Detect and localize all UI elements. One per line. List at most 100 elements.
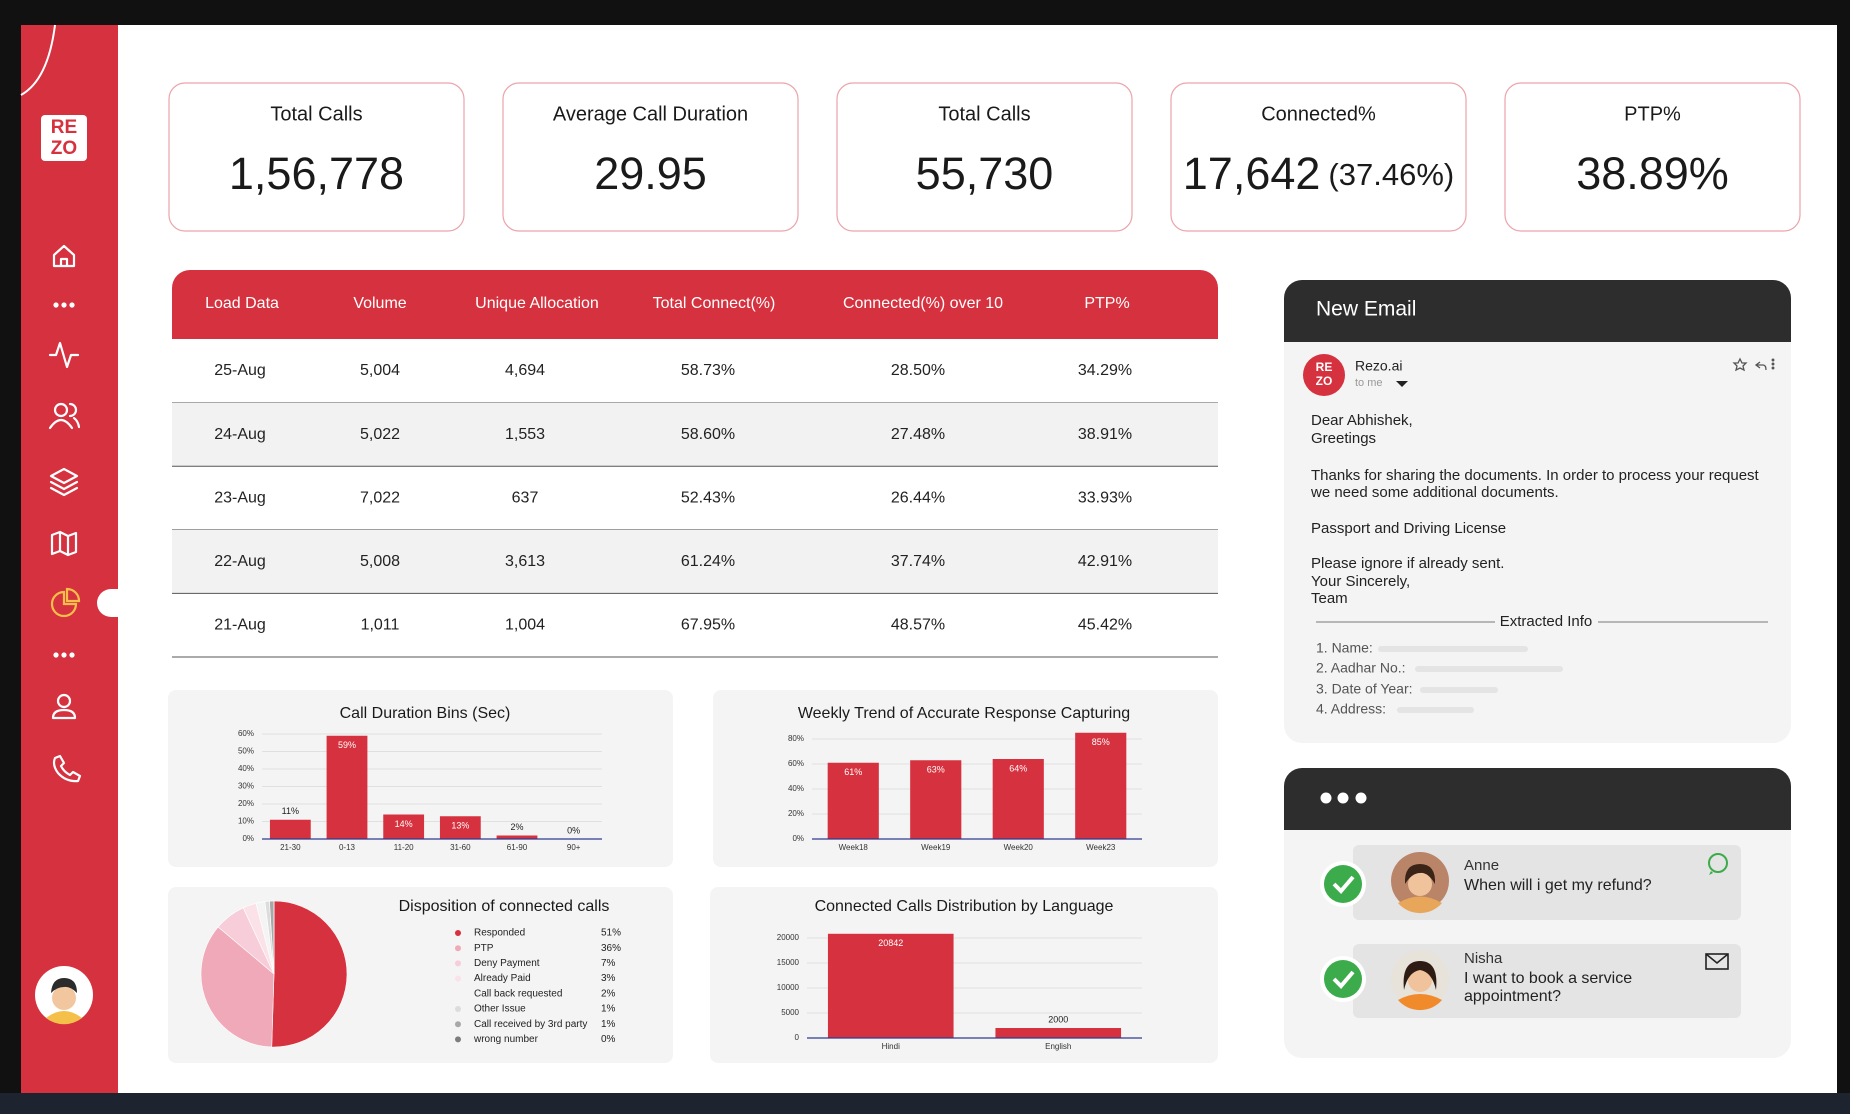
sidebar-arc — [20, 24, 56, 96]
nav-activity[interactable] — [48, 341, 80, 369]
x-tick-label: 90+ — [567, 843, 581, 852]
kpi-title: Total Calls — [938, 103, 1030, 125]
mail-icon[interactable] — [1705, 953, 1729, 970]
table-cell: 1,553 — [505, 426, 545, 443]
table-cell: 48.57% — [891, 617, 945, 634]
y-tick-label: 20% — [788, 809, 804, 818]
kpi-number: 17,642 — [1183, 148, 1321, 199]
bar — [383, 814, 425, 839]
table-cell: 42.91% — [1078, 553, 1132, 570]
table-cell: 67.95% — [681, 617, 735, 634]
y-tick-label: 5000 — [781, 1008, 799, 1017]
kpi-sub: (37.46%) — [1328, 157, 1454, 192]
data-label: 85% — [1092, 737, 1110, 747]
kpi-number: 29.95 — [594, 148, 707, 199]
message-card[interactable] — [1353, 845, 1741, 920]
bottom-bar — [0, 1093, 1850, 1114]
nav-users[interactable] — [48, 402, 81, 430]
contact-name: Anne — [1464, 857, 1499, 874]
recipient: to me — [1355, 377, 1383, 389]
chart-title: Weekly Trend of Accurate Response Captur… — [798, 705, 1130, 722]
legend-swatch — [455, 930, 461, 936]
y-tick-label: 60% — [788, 759, 804, 768]
legend-label: Deny Payment — [474, 958, 540, 969]
nav-more-2[interactable] — [53, 652, 75, 658]
pie-slice — [271, 900, 348, 1048]
x-tick-label: Hindi — [882, 1042, 900, 1051]
kpi-card — [836, 82, 1133, 232]
whatsapp-icon[interactable] — [1708, 853, 1728, 875]
nav-map[interactable] — [50, 530, 78, 557]
row-band — [172, 529, 1218, 594]
kpi-value: 29.95 — [594, 148, 707, 199]
table-cell: 4,694 — [505, 362, 545, 379]
table-cell: 52.43% — [681, 489, 735, 506]
table-cell: 27.48% — [891, 426, 945, 443]
legend-swatch — [455, 1021, 461, 1028]
logo-text: RE — [51, 117, 77, 138]
nav-more[interactable] — [53, 302, 75, 308]
legend-value: 51% — [601, 928, 621, 939]
email-body-line: Passport and Driving License — [1311, 520, 1506, 537]
table-cell: 1,011 — [361, 617, 400, 634]
logo-text: RE — [1316, 360, 1333, 374]
extracted-field: 2. Aadhar No.: — [1316, 660, 1406, 676]
data-label: 59% — [338, 740, 356, 750]
y-tick-label: 20000 — [777, 933, 800, 942]
logo-text: ZO — [1316, 374, 1333, 388]
email-body-line: Dear Abhishek, — [1311, 412, 1413, 429]
message-box: I want to book a service appointment? — [1464, 970, 1633, 1005]
email-actions[interactable] — [1732, 357, 1775, 372]
legend-swatch — [455, 990, 461, 997]
sender-avatar — [1303, 354, 1345, 396]
nav-phone[interactable] — [52, 754, 82, 783]
data-label: 13% — [451, 821, 469, 831]
legend-value: 1% — [601, 1019, 616, 1030]
x-tick-label: Week20 — [1004, 843, 1034, 852]
legend-value: 0% — [601, 1034, 616, 1045]
nav-home[interactable] — [52, 244, 76, 268]
email-body-line: Thanks for sharing the documents. In ord… — [1311, 467, 1760, 484]
legend-value: 1% — [601, 1004, 616, 1015]
x-tick-label: Week19 — [921, 843, 951, 852]
nav-profile[interactable] — [51, 693, 77, 720]
table-cell: 38.91% — [1078, 426, 1132, 443]
y-tick-label: 40% — [788, 784, 804, 793]
y-tick-label: 0% — [792, 834, 804, 843]
nav-layers[interactable] — [49, 467, 79, 497]
message-text: I want to book a service appointment? — [1464, 970, 1633, 1005]
bar — [496, 835, 538, 839]
table-header — [172, 270, 1218, 339]
dropdown-icon[interactable] — [1396, 381, 1408, 387]
table-cell: 37.74% — [891, 553, 945, 570]
check-icon — [1320, 861, 1366, 907]
bar — [995, 1028, 1122, 1038]
message-box: When will i get my refund? — [1464, 877, 1652, 894]
chat-dots[interactable] — [1320, 792, 1367, 804]
y-tick-label: 50% — [238, 747, 254, 756]
kpi-number: 38.89% — [1576, 148, 1729, 199]
bar — [439, 816, 481, 839]
table-cell: 58.60% — [681, 426, 735, 443]
kpi-value: 55,730 — [916, 148, 1054, 199]
active-tab — [97, 589, 131, 617]
kpi-value: 1,56,778 — [229, 148, 404, 199]
data-label: 63% — [927, 765, 945, 775]
email-body-line: we need some additional documents. — [1310, 484, 1559, 501]
legend-value: 36% — [601, 943, 621, 954]
chart-title: Connected Calls Distribution by Language — [815, 898, 1114, 915]
kpi-value: 17,642 (37.46%) — [1183, 148, 1454, 199]
message-card[interactable] — [1353, 944, 1741, 1018]
legend-value: 2% — [601, 988, 616, 999]
kpi-number: 1,56,778 — [229, 148, 404, 199]
legend-value: 7% — [601, 958, 616, 969]
sidebar — [21, 25, 118, 1093]
contact-photo — [1391, 852, 1449, 914]
legend-label: Responded — [474, 928, 525, 939]
email-body-line: Your Sincerely, — [1311, 573, 1410, 590]
y-tick-label: 80% — [788, 734, 804, 743]
contact-name: Nisha — [1464, 950, 1503, 967]
nav-reports[interactable] — [50, 587, 81, 618]
user-avatar[interactable] — [35, 966, 93, 1025]
